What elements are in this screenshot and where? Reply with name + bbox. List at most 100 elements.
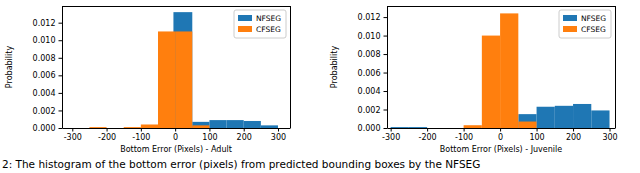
tick-mark [500,128,501,132]
tick: 0.010 [33,36,62,45]
histogram-bar [591,110,609,128]
tick-label: 100 [202,133,217,142]
tick-label: -100 [132,133,150,142]
legend-frame [234,10,286,38]
y-axis-title: Probability [330,46,339,89]
histogram-bar [482,36,500,128]
x-axis: -300 -200 -100 0 100 200 300 [382,128,618,142]
tick: 0.002 [33,107,62,116]
legend-swatch [238,26,252,32]
x-axis: -300 -200 -100 0 100 200 300 [63,128,291,142]
tick: 0.000 [358,124,387,133]
tick-label: 0.008 [33,54,56,63]
histogram-bar [518,122,536,128]
tick-label: 0 [498,133,503,142]
histogram-bar [537,107,555,128]
histogram-bar [192,125,209,128]
frame [387,6,615,7]
tick-label: 300 [271,133,286,142]
tick: 0.004 [358,87,387,96]
histogram-bar [124,127,141,128]
tick-mark [59,58,63,59]
x-axis-title: Bottom Error (Pixels) - Adult [120,145,232,154]
tick-mark [141,128,142,132]
tick-mark [72,128,73,132]
tick: 0.010 [358,32,387,41]
tick: 300 [602,128,617,142]
axis-line [388,128,616,129]
plot-area [89,12,278,128]
histogram-bar [445,128,463,129]
tick-label: -200 [419,133,437,142]
tick-mark [427,128,428,132]
tick-label: -300 [64,133,82,142]
tick-label: 0.008 [358,50,381,59]
tick-label: 0.002 [358,106,381,115]
tick-label: 0.004 [358,87,381,96]
tick-label: 0.006 [358,69,381,78]
tick-label: 0 [173,133,178,142]
tick-label: 0.006 [33,71,56,80]
tick: 200 [566,128,581,142]
tick-mark [464,128,465,132]
tick-mark [244,128,245,132]
tick: 0 [173,128,178,142]
x-axis-title: Bottom Error (Pixels) - Juvenile [440,145,562,154]
tick: -200 [419,128,437,142]
tick-mark [610,128,611,132]
y-axis-title: Probability [5,46,14,89]
tick-mark [573,128,574,132]
tick-label: 0.000 [33,124,56,133]
tick-label: 0.012 [33,19,56,28]
tick-label: 0.002 [33,107,56,116]
legend-frame [559,10,611,38]
tick-label: 200 [237,133,252,142]
tick-mark [59,110,63,111]
tick: 100 [529,128,544,142]
tick: 0 [498,128,503,142]
tick-mark [384,91,388,92]
plot-area [391,13,610,128]
tick-label: -300 [382,133,400,142]
tick: -200 [98,128,116,142]
histogram-bar [500,13,518,128]
tick-mark [107,128,108,132]
axis-line [63,128,291,129]
tick: 0.002 [358,106,387,115]
tick-mark [278,128,279,132]
tick-mark [59,93,63,94]
tick-mark [384,17,388,18]
histogram-bar [464,125,482,128]
histogram-bar [261,125,278,128]
series [464,13,537,128]
tick-mark [384,128,388,129]
legend-label: CFSEG [256,25,281,34]
tick: -300 [382,128,400,142]
histogram-bar [209,120,226,128]
tick-mark [384,110,388,111]
tick-label: -100 [455,133,473,142]
frame [62,6,290,7]
tick: 0.008 [358,50,387,59]
tick: 0.008 [33,54,62,63]
tick: 300 [271,128,286,142]
legend-label: NFSEG [581,14,606,23]
legend-label: CFSEG [581,25,606,34]
tick: 100 [202,128,217,142]
histogram-bar [391,127,409,128]
tick-label: 0.012 [358,13,381,22]
histogram-bar [173,12,192,128]
legend: NFSEG CFSEG [559,10,611,38]
y-axis: 0.000 0.002 0.004 0.006 0.008 0.010 0.012 [358,7,388,134]
tick-mark [59,75,63,76]
caption: 2: The histogram of the bottom error (pi… [2,158,480,170]
tick: 0.006 [33,71,62,80]
tick: 200 [237,128,252,142]
frame [615,6,616,128]
tick-mark [384,73,388,74]
tick-label: 200 [566,133,581,142]
chart: -300-200-10001002003000.0000.0020.0040.0… [5,6,291,154]
tick-label: -200 [98,133,116,142]
tick: 0.006 [358,69,387,78]
histogram-bar [573,104,591,128]
